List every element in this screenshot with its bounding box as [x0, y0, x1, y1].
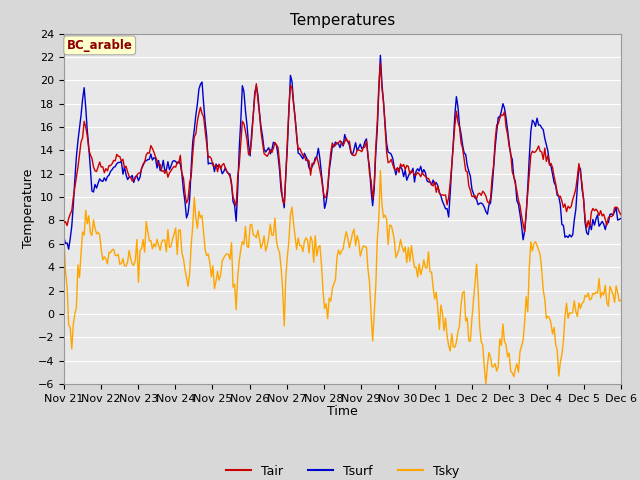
Tair [376, 60, 384, 66]
Tair [60, 219, 68, 225]
Tsky [226, 256, 234, 262]
Y-axis label: Temperature: Temperature [22, 169, 35, 249]
Tair [589, 205, 596, 211]
Tsky [129, 261, 136, 267]
Tsky [589, 290, 596, 296]
Tair [244, 152, 252, 158]
Tsurf [228, 180, 236, 186]
Tsurf [589, 216, 596, 222]
Tair [129, 178, 136, 184]
Tsky [244, 245, 252, 251]
Title: Temperatures: Temperatures [290, 13, 395, 28]
Tsky [254, 228, 262, 233]
Tsurf [617, 216, 625, 221]
Tsurf [65, 246, 72, 252]
X-axis label: Time: Time [327, 405, 358, 418]
Text: BC_arable: BC_arable [67, 39, 132, 52]
Tsurf [255, 109, 263, 115]
Tair [226, 173, 234, 179]
Tsurf [305, 165, 313, 171]
Tsurf [246, 153, 254, 159]
Line: Tsurf: Tsurf [64, 55, 621, 249]
Tsky [60, 237, 68, 243]
Tair [303, 156, 311, 162]
Tsurf [376, 52, 384, 58]
Line: Tair: Tair [64, 63, 621, 232]
Tair [254, 96, 262, 102]
Legend: Tair, Tsurf, Tsky: Tair, Tsurf, Tsky [221, 460, 464, 480]
Tsurf [60, 235, 68, 240]
Tsky [617, 297, 625, 303]
Tair [617, 212, 625, 217]
Tsky [303, 238, 311, 243]
Tair [521, 229, 529, 235]
Tsky [482, 381, 490, 387]
Line: Tsky: Tsky [64, 170, 621, 384]
Tsurf [130, 180, 138, 185]
Tsky [376, 168, 384, 173]
